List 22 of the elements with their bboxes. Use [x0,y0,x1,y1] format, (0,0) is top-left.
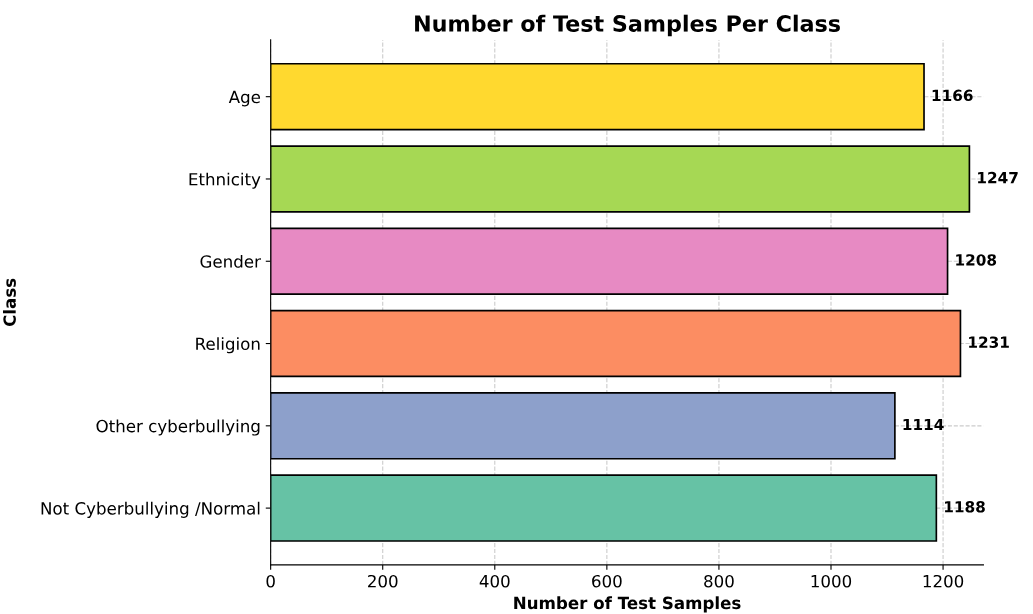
data-label: 1188 [945,500,985,513]
x-tick-label: 400 [479,574,510,588]
data-label: 1247 [978,171,1018,184]
y-axis-title: Class [3,278,16,327]
chart-title: Number of Test Samples Per Class [415,14,840,37]
y-tick-label: Age [228,90,261,107]
x-tick-label: 200 [368,574,398,588]
x-tick-label: 0 [266,574,275,588]
x-tick-label: 600 [592,574,622,588]
x-axis-title: Number of Test Samples [514,596,741,613]
x-tick-label: 1000 [811,574,852,588]
data-label: 1231 [969,336,1009,348]
data-label: 1208 [956,254,997,266]
x-tick-label: 1200 [923,574,964,588]
data-label: 1114 [903,418,944,431]
y-tick-label: Other cyberbullying [96,419,260,436]
data-label: 1166 [932,89,973,102]
y-tick-label: Religion [196,337,260,354]
x-tick-label: 800 [704,574,734,588]
y-tick-label: Ethnicity [189,172,261,189]
y-tick-label: Gender [200,254,261,268]
y-tick-label: Not Cyberbullying /Normal [41,501,260,518]
